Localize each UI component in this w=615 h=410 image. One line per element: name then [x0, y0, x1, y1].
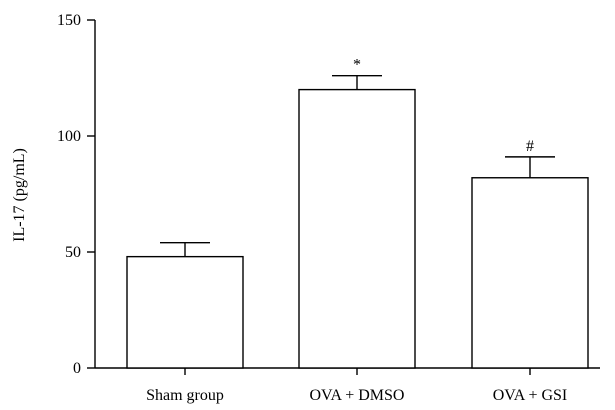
significance-annotation: #	[526, 138, 534, 155]
chart-bars	[126, 74, 589, 369]
y-tick-label: 50	[65, 244, 81, 261]
bar-3	[471, 177, 589, 369]
significance-annotation: *	[353, 57, 361, 74]
y-tick-label: 150	[57, 12, 81, 29]
y-tick-label: 100	[57, 128, 81, 145]
y-tick-label: 0	[73, 360, 81, 377]
category-label: OVA + DMSO	[310, 387, 405, 404]
y-axis-label: IL-17 (pg/mL)	[11, 148, 28, 242]
category-label: Sham group	[146, 387, 224, 404]
chart-labels: 0 50 100 150 Sham group OVA + DMSO * OVA + GSI #	[57, 12, 567, 404]
category-label: OVA + GSI	[493, 387, 568, 404]
bar-1	[126, 255, 244, 369]
bar-2	[298, 88, 416, 369]
